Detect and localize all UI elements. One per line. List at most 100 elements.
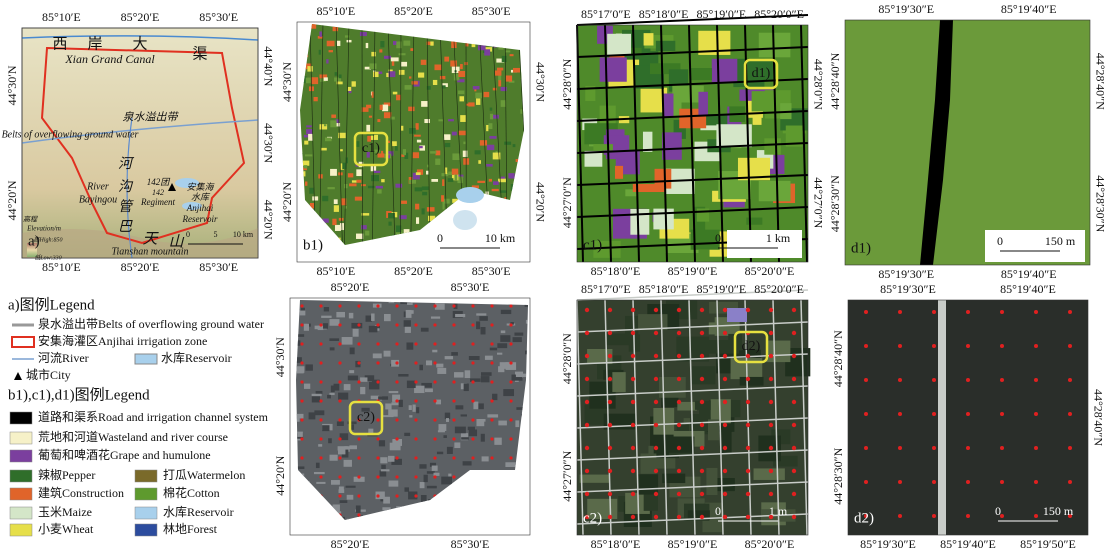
sample-point <box>966 378 970 382</box>
map-annotation: 大 <box>132 35 147 52</box>
sample-point <box>769 492 773 496</box>
sample-point <box>966 344 970 348</box>
field <box>492 394 497 400</box>
field <box>290 454 293 456</box>
scale-label: 150 m <box>1043 504 1074 518</box>
field <box>292 303 298 307</box>
legend-label: 水库Reservoir <box>161 350 232 365</box>
sample-point <box>608 377 612 381</box>
sample-point <box>864 412 868 416</box>
field <box>448 178 454 182</box>
sample-point <box>376 380 379 383</box>
field <box>327 187 334 189</box>
sample-point <box>471 513 474 516</box>
field <box>447 447 453 454</box>
field <box>488 123 492 129</box>
field <box>427 486 437 489</box>
legend-item: 泉水溢出带Belts of overflowing ground water <box>12 317 264 331</box>
coord-label: 85°20′0″E <box>754 282 804 296</box>
field <box>692 366 715 384</box>
sample-point <box>414 494 417 497</box>
sample-point <box>300 494 303 497</box>
sample-point <box>898 378 902 382</box>
field <box>351 323 362 328</box>
field <box>301 481 310 487</box>
field <box>422 186 429 190</box>
field <box>309 412 316 419</box>
field <box>373 528 381 531</box>
field <box>376 186 383 189</box>
sample-point <box>357 304 360 307</box>
field <box>302 161 309 166</box>
field <box>406 310 412 318</box>
field <box>489 179 492 182</box>
field <box>324 124 326 126</box>
field <box>366 105 371 108</box>
sample-point <box>677 423 681 427</box>
field <box>304 324 309 331</box>
sample-point <box>792 354 796 358</box>
field <box>339 517 345 524</box>
coord-label: 85°19′0″E <box>696 282 746 296</box>
field <box>503 389 514 396</box>
sample-point <box>1068 344 1072 348</box>
sample-point <box>338 399 341 402</box>
field <box>455 427 466 434</box>
sample-point <box>357 323 360 326</box>
field <box>347 519 350 525</box>
field <box>516 36 519 39</box>
sample-point <box>769 400 773 404</box>
field <box>473 402 478 410</box>
field <box>347 40 352 42</box>
sample-point <box>452 323 455 326</box>
field <box>425 389 433 393</box>
field <box>481 376 490 382</box>
sample-point <box>338 475 341 478</box>
field <box>391 235 396 239</box>
field <box>340 500 348 503</box>
coord-label: 44°20′N <box>533 182 547 222</box>
field <box>428 216 435 221</box>
sample-point <box>932 514 936 518</box>
field <box>385 403 391 409</box>
sample-point <box>608 354 612 358</box>
sample-point <box>608 308 612 312</box>
field <box>485 356 493 360</box>
field <box>523 44 525 48</box>
legend-label: 辣椒Pepper <box>38 468 95 482</box>
field <box>329 393 334 395</box>
sample-point <box>608 331 612 335</box>
field <box>580 475 610 483</box>
field <box>666 437 694 453</box>
sample-point <box>433 475 436 478</box>
coord-label: 44°27′0″N <box>560 177 574 228</box>
field <box>366 125 370 132</box>
sample-point <box>700 423 704 427</box>
field <box>393 41 397 45</box>
field <box>505 494 514 499</box>
coord-label: 44°20′N <box>261 200 275 240</box>
field <box>366 316 372 322</box>
sample-point <box>1034 378 1038 382</box>
coord-label: 85°19′40″E <box>940 537 996 551</box>
field <box>331 115 336 118</box>
sample-point <box>746 308 750 312</box>
sample-point <box>376 437 379 440</box>
field <box>356 169 361 176</box>
sample-point <box>395 399 398 402</box>
sample-point <box>338 456 341 459</box>
sample-point <box>395 494 398 497</box>
sample-point <box>1068 310 1072 314</box>
field <box>330 120 336 127</box>
field <box>422 506 430 510</box>
field <box>656 41 675 51</box>
sample-point <box>395 475 398 478</box>
legend-swatch <box>10 488 32 500</box>
field <box>322 425 329 431</box>
field <box>372 92 374 98</box>
field <box>498 46 503 50</box>
sample-point <box>769 354 773 358</box>
map-annotation: Xian Grand Canal <box>64 52 155 66</box>
field <box>366 43 369 48</box>
field <box>424 475 428 482</box>
